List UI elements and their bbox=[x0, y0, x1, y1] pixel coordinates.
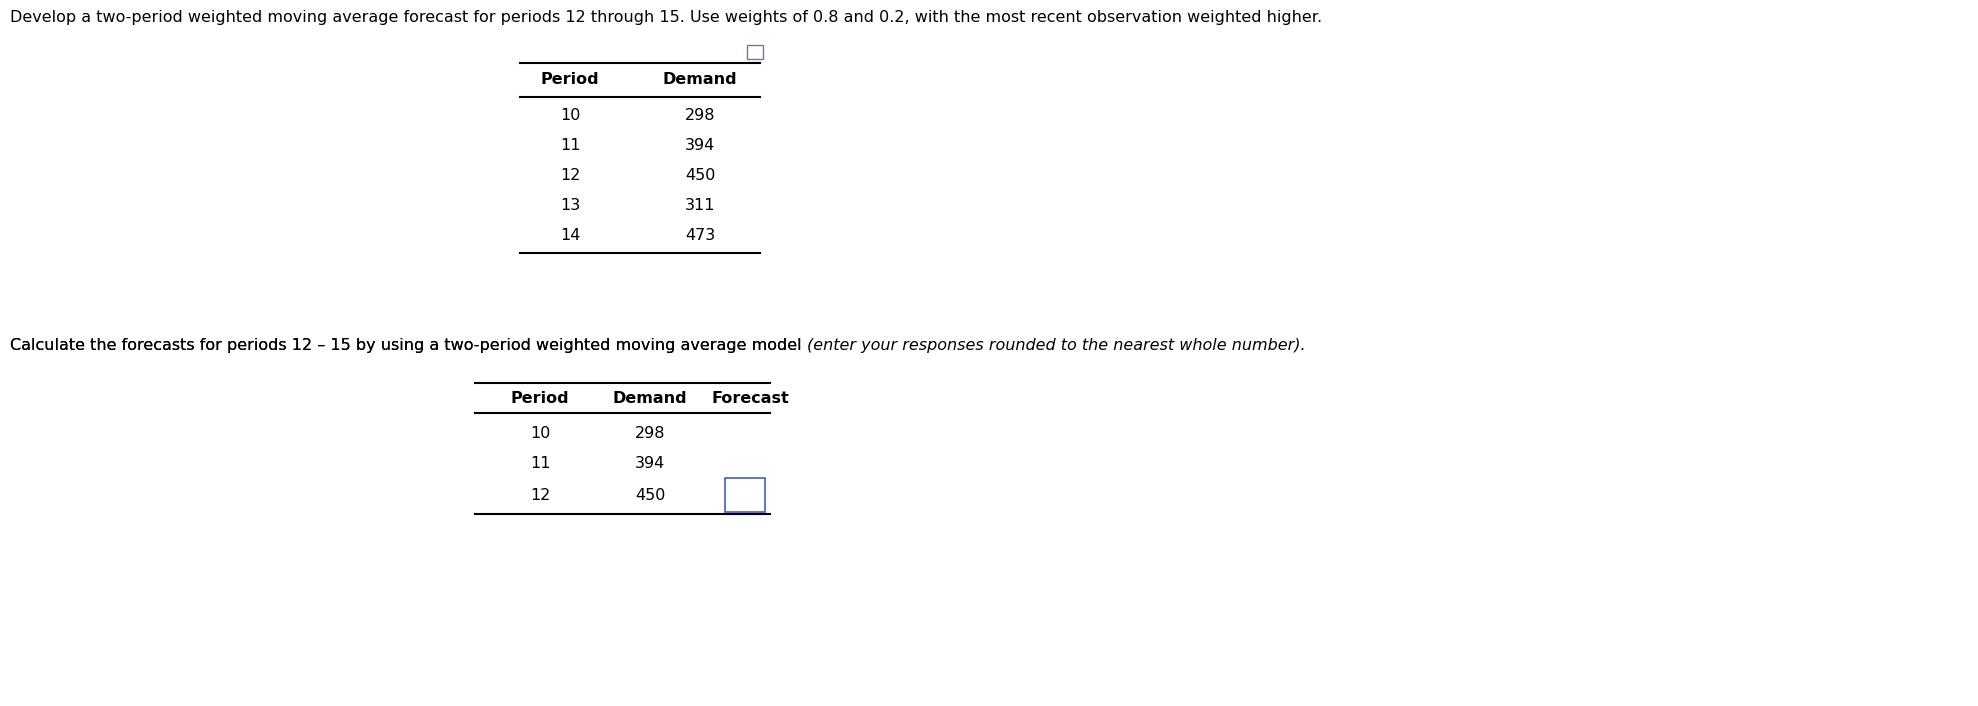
Text: 10: 10 bbox=[560, 107, 580, 123]
Text: 450: 450 bbox=[684, 167, 716, 182]
Text: Develop a two-period weighted moving average forecast for periods 12 through 15.: Develop a two-period weighted moving ave… bbox=[10, 10, 1321, 25]
Text: 298: 298 bbox=[684, 107, 716, 123]
FancyBboxPatch shape bbox=[748, 45, 764, 59]
Text: 11: 11 bbox=[560, 138, 580, 152]
Text: Forecast: Forecast bbox=[712, 390, 789, 405]
Text: Calculate the forecasts for periods 12 – 15 by using a two-period weighted movin: Calculate the forecasts for periods 12 –… bbox=[10, 338, 807, 353]
Text: 473: 473 bbox=[684, 227, 716, 242]
Text: 13: 13 bbox=[560, 198, 580, 213]
Text: 394: 394 bbox=[635, 455, 665, 470]
Text: 298: 298 bbox=[635, 426, 665, 441]
Text: 450: 450 bbox=[635, 489, 665, 503]
Text: Demand: Demand bbox=[663, 73, 738, 88]
Text: 311: 311 bbox=[684, 198, 716, 213]
Text: 10: 10 bbox=[530, 426, 550, 441]
Text: Calculate the forecasts for periods 12 – 15 by using a two-period weighted movin: Calculate the forecasts for periods 12 –… bbox=[10, 338, 807, 353]
Text: 394: 394 bbox=[684, 138, 716, 152]
Text: Period: Period bbox=[510, 390, 570, 405]
Text: Period: Period bbox=[540, 73, 599, 88]
Text: Demand: Demand bbox=[613, 390, 686, 405]
Text: 14: 14 bbox=[560, 227, 580, 242]
Text: 12: 12 bbox=[560, 167, 580, 182]
Text: (enter your responses rounded to the nearest whole number).: (enter your responses rounded to the nea… bbox=[807, 338, 1305, 353]
FancyBboxPatch shape bbox=[726, 478, 765, 512]
Text: 11: 11 bbox=[530, 455, 550, 470]
Text: 12: 12 bbox=[530, 489, 550, 503]
